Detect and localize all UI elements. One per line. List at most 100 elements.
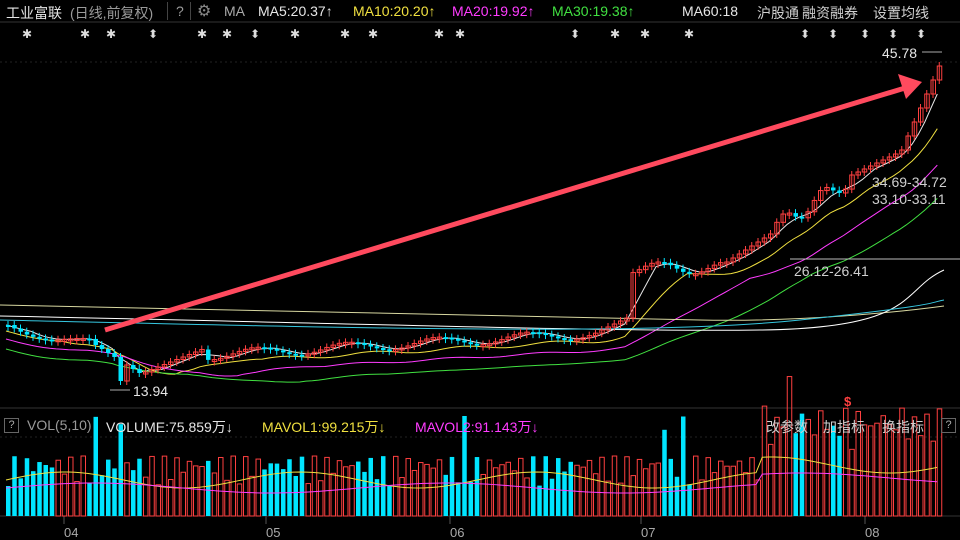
rzrq-button[interactable]: 融资融券 bbox=[802, 5, 858, 21]
event-marker-icon[interactable]: ✱ bbox=[368, 27, 379, 41]
volume-bar bbox=[349, 465, 355, 517]
candle-down bbox=[131, 365, 136, 369]
volume-bar bbox=[568, 461, 573, 516]
trend-arrow-head bbox=[898, 74, 922, 99]
event-marker-icon[interactable]: ⬍ bbox=[916, 27, 927, 41]
candle-up bbox=[418, 340, 424, 345]
event-marker-icon[interactable]: ⬍ bbox=[148, 27, 159, 41]
candle-up bbox=[149, 369, 155, 373]
volume-bar bbox=[780, 426, 786, 517]
event-marker-icon[interactable]: ⬍ bbox=[860, 27, 871, 41]
hgt-button[interactable]: 沪股通 bbox=[757, 5, 799, 21]
candle-down bbox=[674, 265, 680, 269]
low-price-label: 13.94 bbox=[133, 383, 169, 399]
event-marker-icon[interactable]: ⬍ bbox=[888, 27, 899, 41]
candle-down bbox=[543, 333, 548, 336]
volume-bar bbox=[106, 459, 111, 516]
candle-down bbox=[531, 332, 536, 335]
candle-down bbox=[24, 331, 30, 335]
event-marker-icon[interactable]: ✱ bbox=[197, 27, 208, 41]
event-marker-icon[interactable]: ✱ bbox=[640, 27, 651, 41]
volume-bar bbox=[618, 482, 624, 517]
candle-up bbox=[593, 332, 599, 337]
candle-up bbox=[899, 149, 905, 155]
volume-bar bbox=[199, 466, 205, 517]
volume-bar bbox=[562, 471, 567, 516]
candle-up bbox=[874, 162, 880, 167]
candle-up bbox=[818, 190, 824, 201]
chart-mode[interactable]: (日线,前复权) bbox=[70, 5, 154, 21]
volume-bar bbox=[681, 416, 686, 516]
volume-bar bbox=[131, 470, 136, 516]
candle-up bbox=[743, 249, 749, 255]
ma-label: MA bbox=[224, 3, 245, 19]
volume-bar bbox=[611, 455, 618, 517]
candle-up bbox=[724, 261, 730, 265]
volume-bar bbox=[755, 479, 761, 517]
event-marker-icon[interactable]: ✱ bbox=[80, 27, 91, 41]
event-marker-icon[interactable]: ⬍ bbox=[250, 27, 261, 41]
candle-up bbox=[499, 339, 505, 343]
candle-down bbox=[93, 338, 98, 345]
volume-bar bbox=[230, 455, 236, 517]
event-marker-icon[interactable]: ✱ bbox=[610, 27, 621, 41]
candle-down bbox=[662, 262, 667, 265]
candle-down bbox=[12, 325, 17, 329]
event-marker-icon[interactable]: ✱ bbox=[22, 27, 33, 41]
volume-bar bbox=[430, 467, 436, 517]
event-marker-icon[interactable]: ✱ bbox=[290, 27, 301, 41]
volume-bar bbox=[586, 459, 593, 517]
event-marker-icon[interactable]: ✱ bbox=[222, 27, 233, 41]
volume-bar bbox=[99, 475, 105, 516]
candle-down bbox=[687, 271, 692, 274]
set-ma-button[interactable]: 设置均线 bbox=[873, 5, 929, 21]
long-ma-line-2 bbox=[0, 299, 945, 330]
volume-bar bbox=[556, 458, 561, 516]
volume-bar bbox=[118, 424, 123, 516]
volume-bar bbox=[324, 456, 330, 517]
event-marker-icon[interactable]: ✱ bbox=[434, 27, 445, 41]
change-params-button[interactable]: 改参数 bbox=[766, 419, 808, 435]
volume-indicator-label[interactable]: VOL(5,10) bbox=[27, 417, 92, 433]
event-marker-icon[interactable]: ✱ bbox=[106, 27, 117, 41]
volume-bar bbox=[305, 483, 311, 517]
volume-bar bbox=[505, 461, 511, 517]
help-button[interactable]: ? bbox=[176, 3, 184, 19]
candle-up bbox=[424, 338, 430, 342]
add-indicator-button[interactable]: 加指标 bbox=[823, 419, 865, 435]
volume-help-button-right[interactable]: ? bbox=[941, 418, 956, 433]
volume-bar bbox=[861, 424, 868, 517]
candle-up bbox=[911, 121, 918, 137]
switch-indicator-button[interactable]: 换指标 bbox=[882, 419, 924, 435]
candle-down bbox=[831, 187, 836, 191]
candle-down bbox=[112, 353, 117, 357]
candle-up bbox=[311, 351, 318, 355]
candle-up bbox=[624, 317, 630, 322]
x-tick-06: 06 bbox=[450, 525, 465, 540]
event-marker-icon[interactable]: ⬍ bbox=[800, 27, 811, 41]
candle-up bbox=[330, 344, 336, 348]
candle-down bbox=[281, 350, 286, 353]
candle-down bbox=[99, 345, 105, 349]
event-marker-icon[interactable]: ⬍ bbox=[570, 27, 581, 41]
volume-help-button[interactable]: ? bbox=[4, 418, 19, 433]
mavol1-line bbox=[5, 456, 938, 489]
volume-bar bbox=[918, 435, 924, 517]
volume-bar bbox=[149, 455, 155, 517]
event-marker-icon[interactable]: ⬍ bbox=[828, 27, 839, 41]
event-marker-icon[interactable]: ✱ bbox=[684, 27, 695, 41]
gear-icon[interactable]: ⚙ bbox=[197, 3, 212, 20]
volume-header: ? VOL(5,10) VOLUME:75.859万↓ MAVOL1:99.21… bbox=[0, 414, 960, 436]
event-marker-icon[interactable]: ✱ bbox=[455, 27, 466, 41]
event-marker-icon[interactable]: ✱ bbox=[340, 27, 351, 41]
volume-bar bbox=[911, 416, 918, 517]
candle-up bbox=[761, 237, 768, 243]
volume-bar bbox=[336, 460, 343, 517]
volume-bar bbox=[511, 470, 518, 517]
volume-bar bbox=[543, 456, 548, 516]
volume-bar bbox=[736, 460, 743, 517]
candle-down bbox=[449, 337, 455, 340]
candle-up bbox=[643, 265, 649, 271]
candle-up bbox=[893, 153, 899, 158]
